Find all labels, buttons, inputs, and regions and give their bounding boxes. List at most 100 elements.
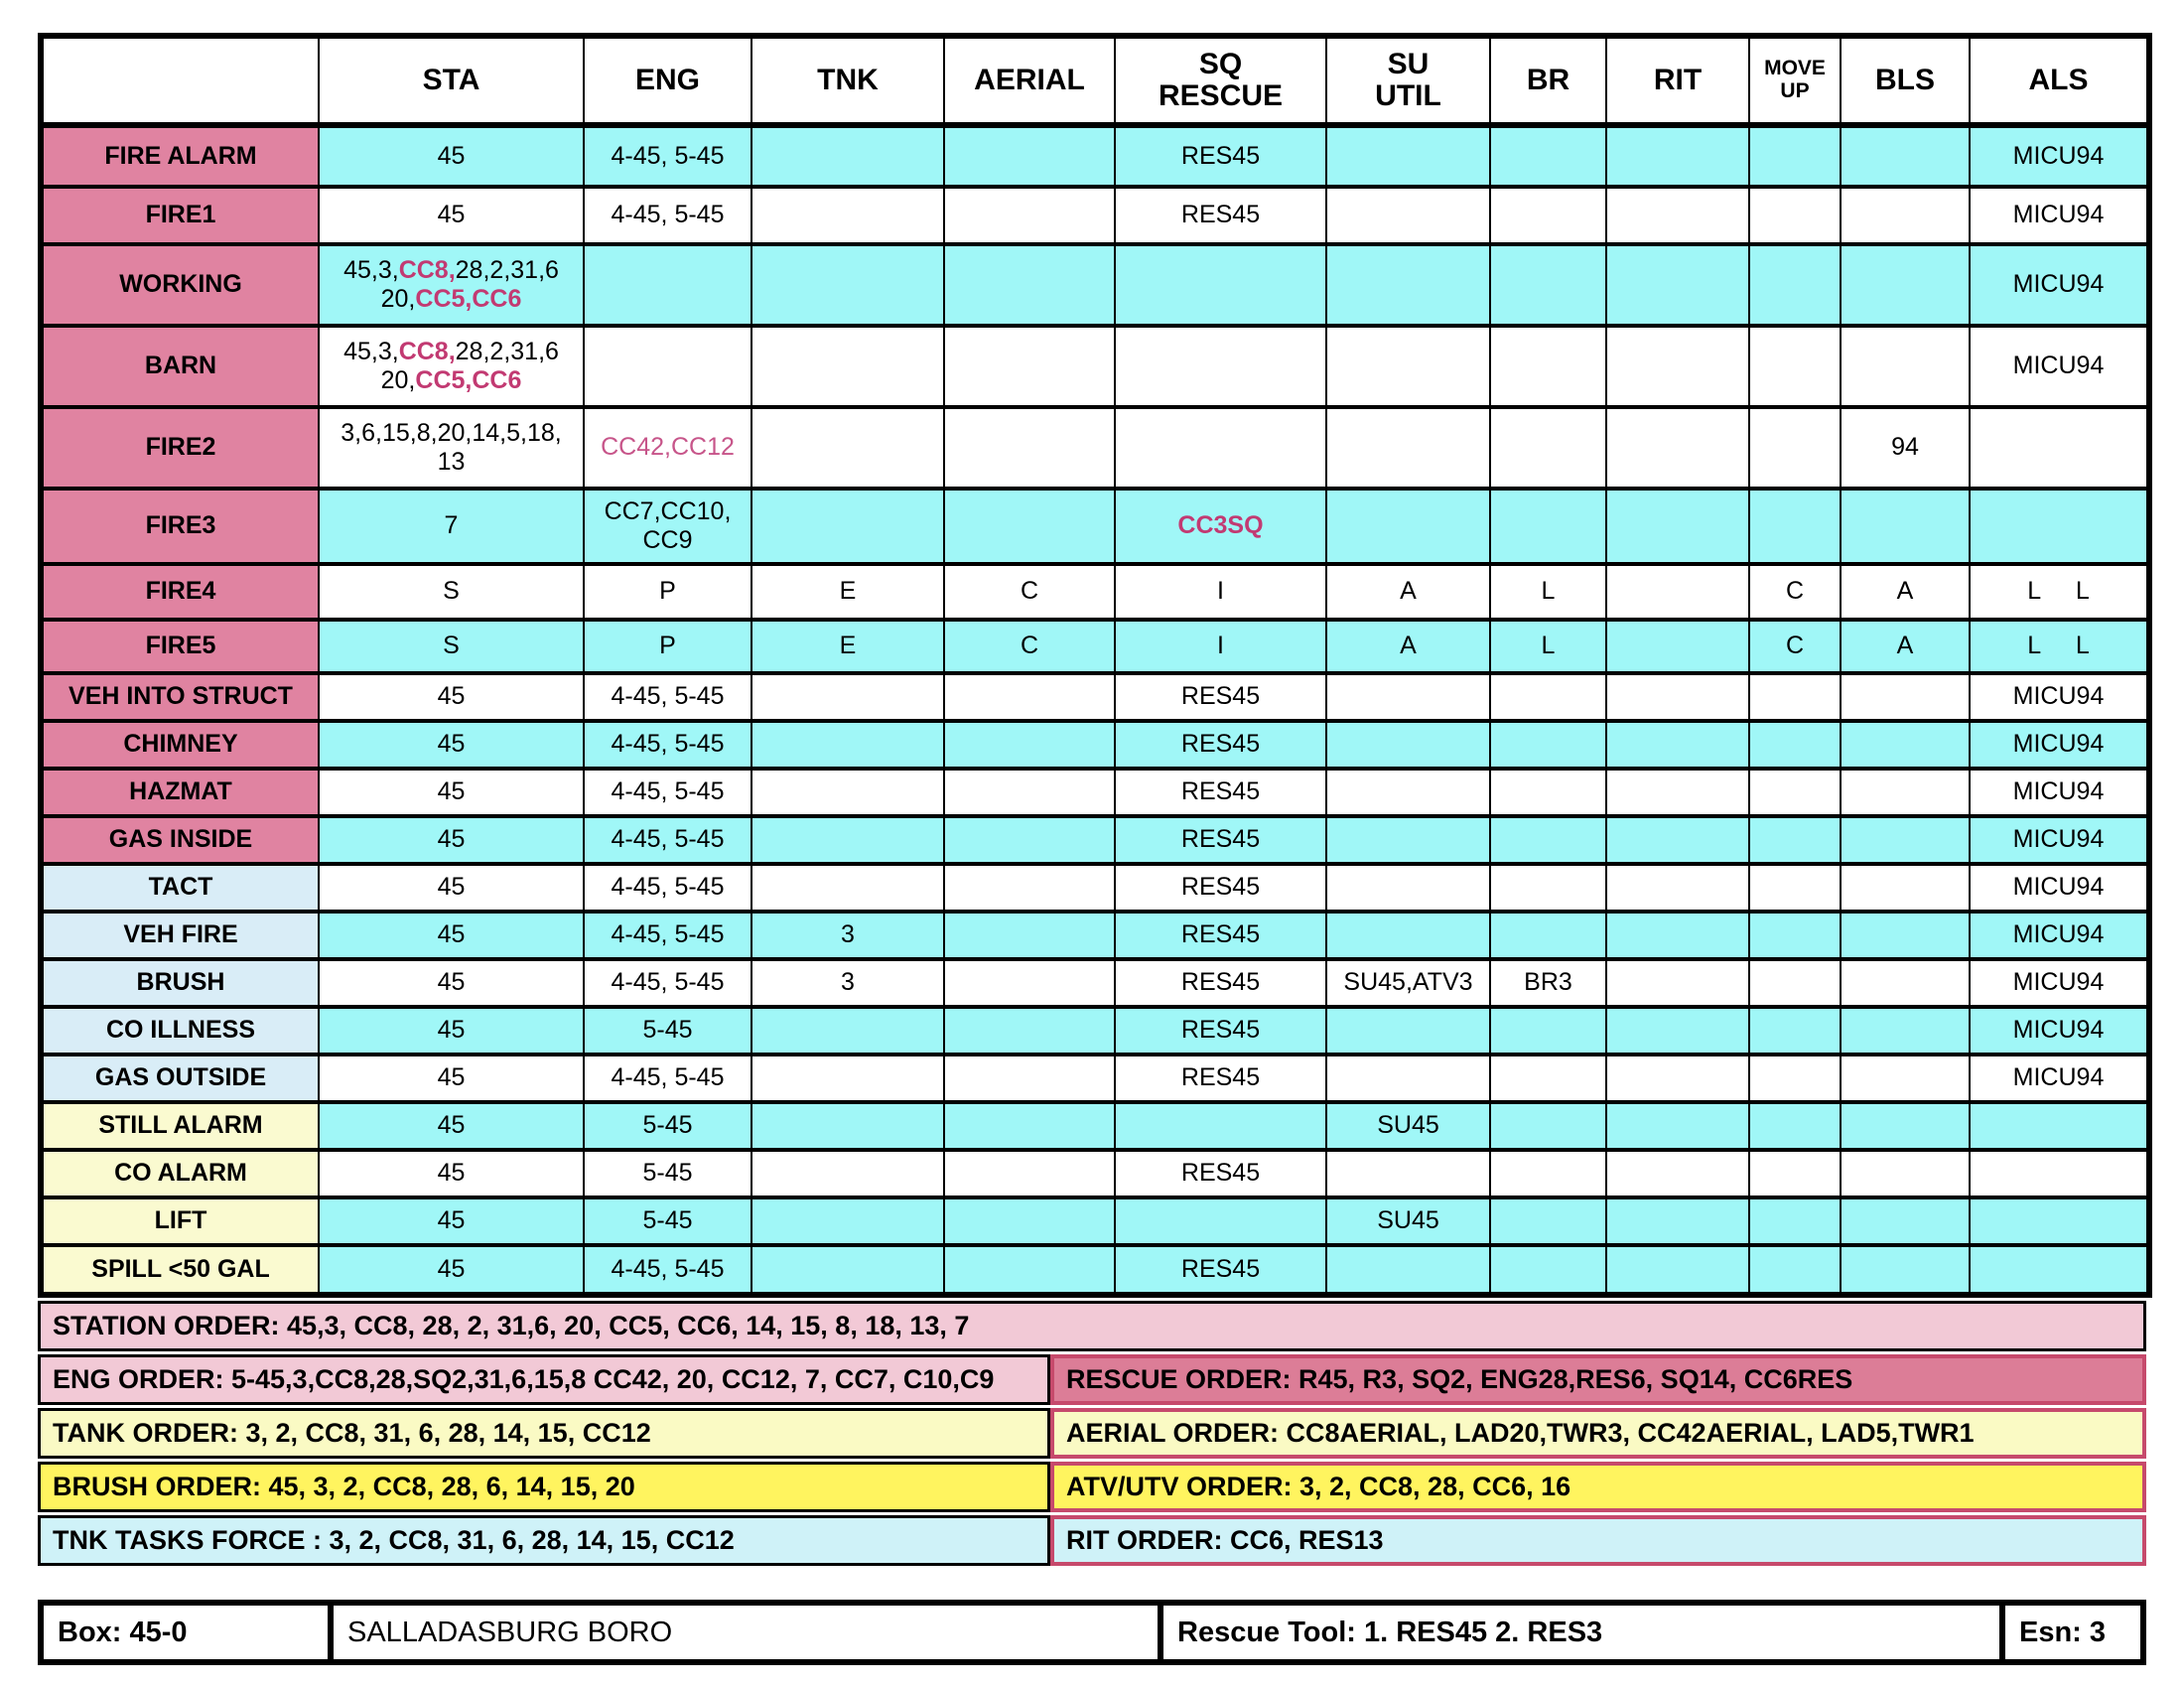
cell-still-alarm-rit [1605, 1100, 1750, 1152]
cell-fire2-sta: 3,6,15,8,20,14,5,18, 13 [318, 405, 585, 491]
cell-gas-inside-moveup [1748, 814, 1842, 866]
cell-chimney-bls [1840, 719, 1971, 771]
cell-text-segment: CC5,CC6 [415, 285, 522, 313]
cell-still-alarm-als [1969, 1100, 2150, 1152]
cell-text-segment: 28,2,31,6 [455, 255, 559, 284]
cell-co-illness-bls [1840, 1005, 1971, 1056]
station-order: STATION ORDER: 45,3, CC8, 28, 2, 31,6, 2… [38, 1301, 2146, 1351]
row-gas-outside: GAS OUTSIDE 45 4-45, 5-45 RES45 MICU94 [40, 1053, 2150, 1104]
cell-fire3-sta: 7 [318, 487, 585, 566]
cell-co-alarm-su [1325, 1148, 1491, 1199]
cell-co-alarm-moveup [1748, 1148, 1842, 1199]
tnk-task-force-order: TNK TASKS FORCE : 3, 2, CC8, 31, 6, 28, … [38, 1515, 1050, 1566]
cell-fire1-als: MICU94 [1969, 185, 2150, 246]
row-co-illness: CO ILLNESS 45 5-45 RES45 MICU94 [40, 1005, 2150, 1056]
cell-fire1-sq: RES45 [1114, 185, 1327, 246]
run-card-content: STA ENG TNK AERIAL SQ RESCUE SU UTIL BR RIT MOVE… [38, 33, 2152, 1665]
cell-fire5-eng: P [583, 618, 752, 675]
cell-fire2-als [1969, 405, 2150, 491]
cell-gas-outside-tnk [751, 1053, 945, 1104]
cell-text-segment: 20, [380, 285, 416, 313]
row-chimney: CHIMNEY 45 4-45, 5-45 RES45 MICU94 [40, 719, 2150, 771]
cell-fire1-tnk [751, 185, 945, 246]
cell-fire4-moveup: C [1748, 562, 1842, 622]
cell-fire5-rit [1605, 618, 1750, 675]
row-label-fire-alarm: FIRE ALARM [40, 123, 320, 189]
cell-veh-fire-br [1489, 910, 1607, 961]
cell-chimney-sq: RES45 [1114, 719, 1327, 771]
cell-gas-outside-sq: RES45 [1114, 1053, 1327, 1104]
cell-gas-outside-bls [1840, 1053, 1971, 1104]
cell-spill-br [1489, 1243, 1607, 1297]
cell-text-segment: CC42,CC12 [601, 433, 735, 462]
col-header-rit: RIT [1605, 34, 1750, 128]
cell-fire-alarm-sq: RES45 [1114, 123, 1327, 189]
cell-veh-into-struct-bls [1840, 671, 1971, 723]
col-header-eng: ENG [583, 34, 752, 128]
cell-fire5-su: A [1325, 618, 1491, 675]
cell-fire3-tnk [751, 487, 945, 566]
cell-tact-bls [1840, 862, 1971, 914]
cell-co-illness-eng: 5-45 [583, 1005, 752, 1056]
row-label-veh-fire: VEH FIRE [40, 910, 320, 961]
row-working: WORKING 45,3,CC8,28,2,31,6 20,CC5,CC6 MICU9… [40, 242, 2150, 328]
col-header-br: BR [1489, 34, 1607, 128]
cell-gas-outside-moveup [1748, 1053, 1842, 1104]
cell-tact-sta: 45 [318, 862, 585, 914]
esn: Esn: 3 [1999, 1600, 2146, 1665]
cell-spill-su [1325, 1243, 1491, 1297]
cell-brush-als: MICU94 [1969, 957, 2150, 1009]
cell-gas-inside-sq: RES45 [1114, 814, 1327, 866]
cell-veh-into-struct-tnk [751, 671, 945, 723]
cell-co-alarm-tnk [751, 1148, 945, 1199]
cell-gas-inside-br [1489, 814, 1607, 866]
cell-tact-sq: RES45 [1114, 862, 1327, 914]
cell-brush-br: BR3 [1489, 957, 1607, 1009]
cell-hazmat-sq: RES45 [1114, 767, 1327, 818]
cell-barn-eng [583, 324, 752, 409]
cell-co-illness-moveup [1748, 1005, 1842, 1056]
cell-fire4-aerial: C [943, 562, 1116, 622]
cell-barn-rit [1605, 324, 1750, 409]
cell-veh-fire-rit [1605, 910, 1750, 961]
cell-working-br [1489, 242, 1607, 328]
row-fire3: FIRE3 7 CC7,CC10, CC9 CC3SQ [40, 487, 2150, 566]
cell-tact-aerial [943, 862, 1116, 914]
row-label-still-alarm: STILL ALARM [40, 1100, 320, 1152]
cell-hazmat-moveup [1748, 767, 1842, 818]
cell-line: 3,6,15,8,20,14,5,18, [322, 419, 581, 449]
cell-working-bls [1840, 242, 1971, 328]
cell-still-alarm-sq [1114, 1100, 1327, 1152]
cell-fire-alarm-moveup [1748, 123, 1842, 189]
rescue-tool: Rescue Tool: 1. RES45 2. RES3 [1158, 1600, 2005, 1665]
municipality: SALLADASBURG BORO [328, 1600, 1163, 1665]
cell-co-illness-sta: 45 [318, 1005, 585, 1056]
cell-line: CC7,CC10, [587, 497, 749, 527]
cell-brush-tnk: 3 [751, 957, 945, 1009]
row-fire2: FIRE2 3,6,15,8,20,14,5,18, 13 CC42,CC12 94 [40, 405, 2150, 491]
cell-gas-inside-tnk [751, 814, 945, 866]
cell-co-alarm-als [1969, 1148, 2150, 1199]
row-still-alarm: STILL ALARM 45 5-45 SU45 [40, 1100, 2150, 1152]
cell-fire4-sq: I [1114, 562, 1327, 622]
cell-gas-inside-sta: 45 [318, 814, 585, 866]
cell-hazmat-aerial [943, 767, 1116, 818]
cell-fire2-sq [1114, 405, 1327, 491]
cell-veh-into-struct-su [1325, 671, 1491, 723]
dispatch-run-card-table: STA ENG TNK AERIAL SQ RESCUE SU UTIL BR RIT MOVE… [38, 33, 2152, 1298]
cell-veh-fire-tnk: 3 [751, 910, 945, 961]
cell-hazmat-rit [1605, 767, 1750, 818]
cell-fire2-bls: 94 [1840, 405, 1971, 491]
cell-text-segment: CC3SQ [1177, 511, 1264, 540]
cell-lift-sq [1114, 1196, 1327, 1247]
cell-fire1-aerial [943, 185, 1116, 246]
cell-fire2-tnk [751, 405, 945, 491]
row-label-hazmat: HAZMAT [40, 767, 320, 818]
cell-fire-alarm-br [1489, 123, 1607, 189]
cell-veh-fire-aerial [943, 910, 1116, 961]
cell-gas-outside-br [1489, 1053, 1607, 1104]
cell-fire3-sq: CC3SQ [1114, 487, 1327, 566]
cell-barn-br [1489, 324, 1607, 409]
row-tact: TACT 45 4-45, 5-45 RES45 MICU94 [40, 862, 2150, 914]
order-row: TANK ORDER: 3, 2, CC8, 31, 6, 28, 14, 15… [38, 1408, 2146, 1459]
